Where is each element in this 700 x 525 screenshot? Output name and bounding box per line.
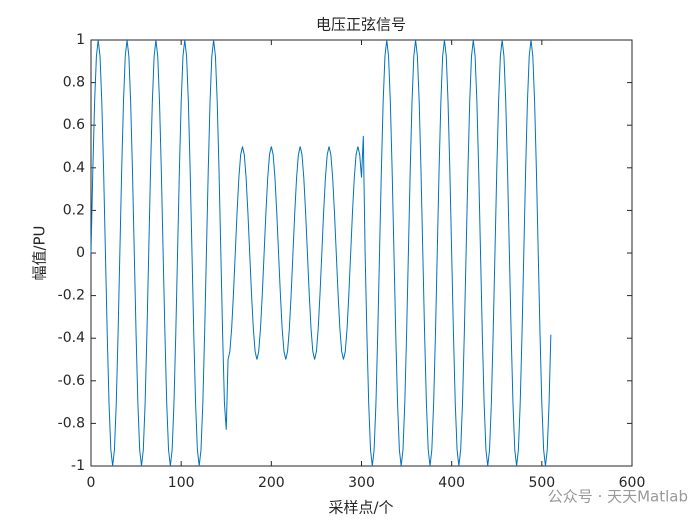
x-axis-label: 采样点/个 [328,499,393,517]
x-tick-label: 200 [258,475,285,491]
x-tick-label: 600 [619,475,646,491]
x-tick-label: 500 [528,475,555,491]
y-tick-label: 0.4 [63,160,85,176]
x-tick-label: 100 [168,475,195,491]
y-tick-label: 0.8 [63,75,85,91]
watermark: 公众号 · 天天Matlab [548,488,688,506]
plot-area [90,39,633,467]
y-tick-label: -0.2 [58,288,85,304]
x-tick-label: 400 [438,475,465,491]
y-tick-label: -0.8 [58,415,85,431]
y-tick-label: -0.6 [58,373,85,389]
x-tick-label: 300 [348,475,375,491]
y-tick-label: 0.2 [63,202,85,218]
y-tick-label: 0 [76,245,85,261]
y-tick-label: 1 [76,32,85,48]
y-axis-label: 幅值/PU [31,225,49,280]
y-tick-label: 0.6 [63,117,85,133]
y-tick-label: -1 [71,458,85,474]
chart-title: 电压正弦信号 [316,16,406,34]
x-tick-label: 0 [87,475,96,491]
signal-line [90,39,552,467]
y-tick-label: -0.4 [58,330,85,346]
